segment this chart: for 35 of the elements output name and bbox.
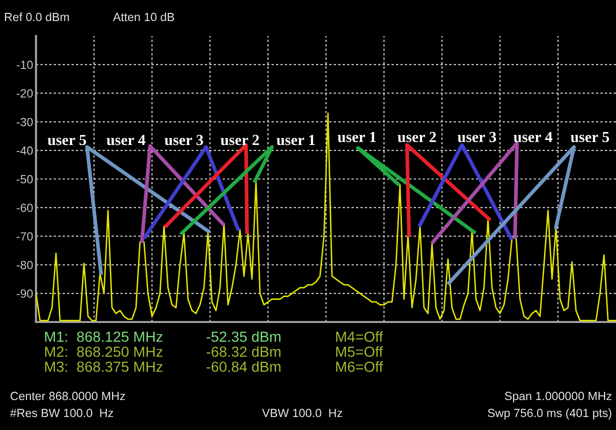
y-tick-label: -20	[16, 89, 33, 98]
annotation: user 4	[514, 132, 552, 142]
annotation: user 2	[220, 134, 259, 146]
annotation: user 3	[458, 132, 496, 142]
y-tick-label: -70	[16, 232, 33, 241]
text: VBW 100.0 Hz	[262, 408, 342, 418]
y-tick-label: -40	[16, 146, 33, 155]
text: -60.84 dBm	[206, 361, 280, 372]
y-tick-label: -50	[16, 175, 33, 184]
text: Ref 0.0 dBm	[4, 12, 69, 22]
annotation: user 1	[338, 132, 376, 142]
y-tick-label: -30	[16, 118, 33, 126]
text: -68.32 dBm	[206, 346, 280, 357]
annotation: user 1	[276, 134, 315, 146]
text: Swp 756.0 ms (401 pts)	[488, 408, 612, 420]
annotation: user 4	[106, 134, 146, 146]
text: M6=Off	[336, 361, 383, 372]
y-tick-label: -80	[16, 260, 33, 270]
y-tick-label: -90	[16, 289, 33, 298]
annotation: user 3	[164, 134, 204, 146]
annotation: user 5	[48, 134, 86, 146]
text: -52.35 dBm	[206, 331, 280, 342]
text: Center 868.0000 MHz	[10, 392, 125, 400]
text: M4=Off	[336, 331, 383, 342]
annotation: user 5	[570, 132, 610, 142]
text: M2: 868.250 MHz	[45, 346, 162, 357]
text: M3: 868.375 MHz	[45, 362, 162, 372]
text: M1: 868.125 MHz	[45, 332, 162, 342]
text: #Res BW 100.0 Hz	[10, 408, 114, 418]
text: Span 1.000000 MHz	[504, 392, 612, 403]
annotation: user 2	[398, 132, 436, 142]
text: Atten 10 dB	[113, 12, 174, 22]
y-tick-label: -60	[16, 204, 33, 212]
text: M5=Off	[336, 346, 383, 357]
y-tick-label: -10	[16, 60, 33, 69]
